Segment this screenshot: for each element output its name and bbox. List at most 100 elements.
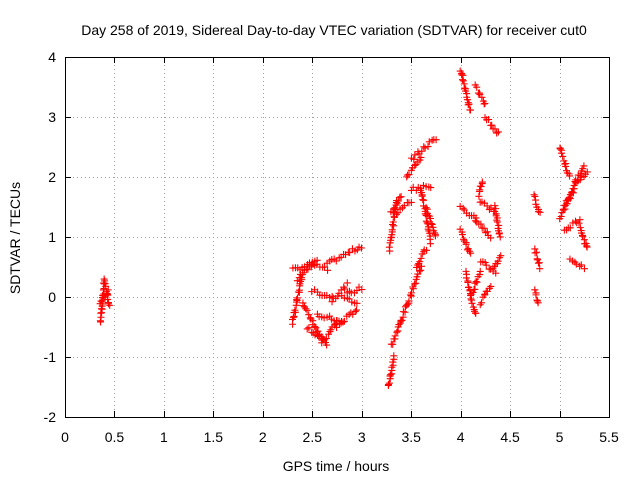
data-point <box>289 313 297 321</box>
data-point <box>483 228 491 236</box>
data-point <box>580 162 588 170</box>
data-point <box>576 216 584 224</box>
data-point <box>572 217 580 225</box>
data-point <box>426 215 434 223</box>
data-points <box>96 67 591 389</box>
data-point <box>393 328 401 336</box>
data-point <box>386 371 394 379</box>
data-point <box>96 317 104 325</box>
data-point <box>467 249 475 257</box>
data-point <box>394 197 402 205</box>
data-point <box>390 352 398 360</box>
data-point <box>494 257 502 265</box>
data-point <box>409 285 417 293</box>
data-point <box>404 300 412 308</box>
data-point <box>472 278 480 286</box>
axis-ticks <box>65 57 610 418</box>
data-point <box>312 324 320 332</box>
data-point <box>534 297 542 305</box>
y-tick-label: 4 <box>48 49 56 65</box>
data-point <box>481 99 489 107</box>
data-point <box>293 294 301 302</box>
data-point <box>478 178 486 186</box>
data-point <box>305 324 313 332</box>
data-point <box>343 279 351 287</box>
x-axis-label: GPS time / hours <box>283 458 390 474</box>
data-point <box>463 96 471 104</box>
data-point <box>559 152 567 160</box>
data-point <box>573 219 581 227</box>
x-tick-label: 0.5 <box>105 429 125 445</box>
data-point <box>407 198 415 206</box>
data-point <box>576 262 584 270</box>
data-point <box>531 249 539 257</box>
y-tick-label: -2 <box>44 409 57 425</box>
data-point <box>476 267 484 275</box>
data-point <box>468 299 476 307</box>
data-point <box>493 129 501 137</box>
data-point <box>321 336 329 344</box>
data-point <box>462 240 470 248</box>
data-point <box>418 147 426 155</box>
data-point <box>396 193 404 201</box>
data-point <box>418 191 426 199</box>
data-point <box>303 306 311 314</box>
data-point <box>409 283 417 291</box>
data-point <box>533 248 541 256</box>
y-tick-label: 3 <box>48 109 56 125</box>
data-point <box>477 220 485 228</box>
data-point <box>565 193 573 201</box>
x-tick-label: 1 <box>160 429 168 445</box>
data-point <box>398 316 406 324</box>
data-point <box>422 204 430 212</box>
data-point <box>459 204 467 212</box>
data-point <box>485 206 493 214</box>
data-point <box>566 224 574 232</box>
data-point <box>423 246 431 254</box>
data-point <box>385 379 393 387</box>
data-point <box>322 334 330 342</box>
data-point <box>478 299 486 307</box>
data-point <box>487 234 495 242</box>
data-point <box>385 243 393 251</box>
data-point <box>102 282 110 290</box>
data-point <box>391 332 399 340</box>
data-point <box>556 145 564 153</box>
data-point <box>561 202 569 210</box>
x-tick-label: 1.5 <box>204 429 224 445</box>
data-point <box>100 275 108 283</box>
data-point <box>487 282 495 290</box>
data-point <box>416 258 424 266</box>
data-point <box>579 232 587 240</box>
data-point <box>476 186 484 194</box>
x-tick-label: 5 <box>556 429 564 445</box>
data-point <box>472 309 480 317</box>
data-point <box>405 297 413 305</box>
data-point <box>564 195 572 203</box>
data-point <box>405 171 413 179</box>
data-point <box>303 325 311 333</box>
data-point <box>414 270 422 278</box>
x-tick-label: 4 <box>457 429 465 445</box>
data-point <box>485 116 493 123</box>
data-point <box>104 286 112 294</box>
x-tick-label: 0 <box>61 429 69 445</box>
data-point <box>411 161 419 169</box>
x-tick-label: 5.5 <box>599 429 619 445</box>
data-point <box>496 233 504 241</box>
chart-title: Day 258 of 2019, Sidereal Day-to-day VTE… <box>81 22 587 38</box>
data-point <box>462 274 470 282</box>
data-point <box>408 289 416 297</box>
data-point <box>417 254 425 262</box>
data-point <box>576 224 584 232</box>
data-point <box>534 299 542 307</box>
data-point <box>494 128 502 136</box>
data-point <box>323 341 331 349</box>
data-point <box>577 261 585 269</box>
data-point <box>353 299 361 307</box>
data-point <box>291 306 299 314</box>
y-axis-label: SDTVAR / TECUs <box>7 182 23 294</box>
data-point <box>432 136 440 144</box>
data-point <box>465 100 473 108</box>
